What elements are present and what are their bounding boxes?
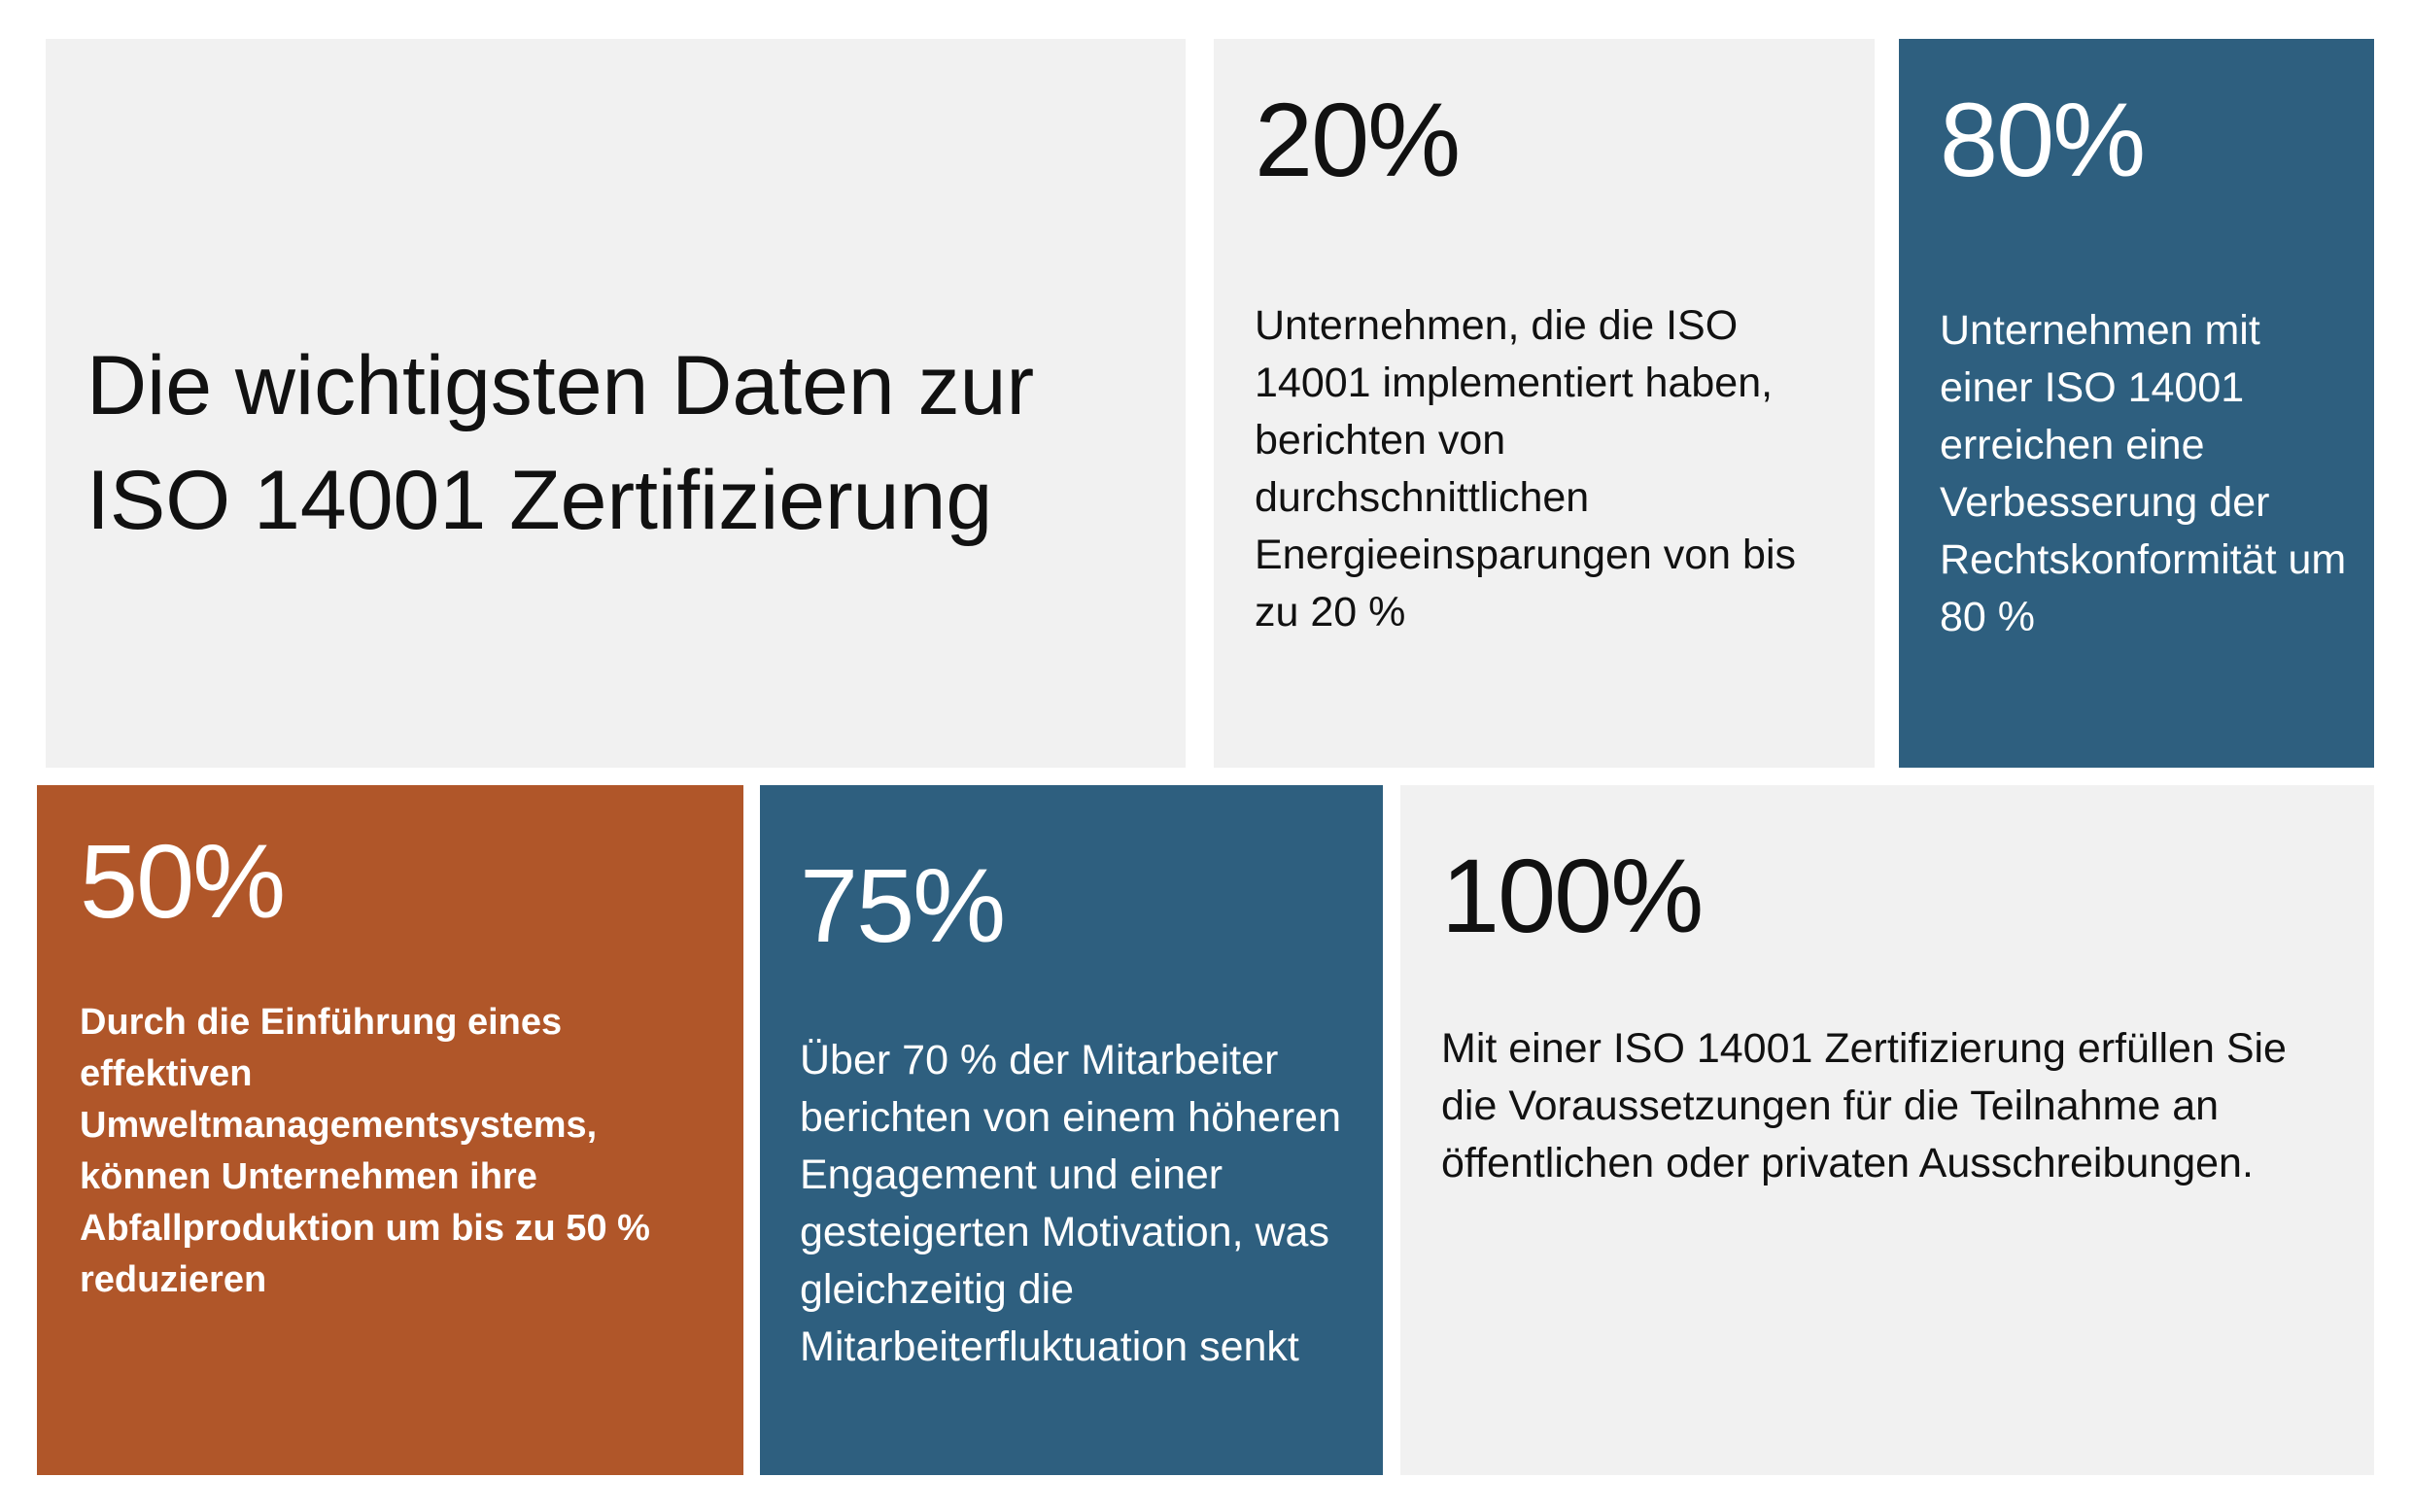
stat-description: Unternehmen mit einer ISO 14001 erreiche… bbox=[1940, 307, 2347, 640]
stat-description: Mit einer ISO 14001 Zertifizierung erfül… bbox=[1441, 1025, 2287, 1186]
stat-tile-100: 100% Mit einer ISO 14001 Zertifizierung … bbox=[1400, 785, 2374, 1475]
stat-tile-75: 75% Über 70 % der Mitarbeiter berichten … bbox=[760, 785, 1383, 1475]
page-title-line-2: ISO 14001 Zertifizierung bbox=[86, 454, 993, 547]
stat-value: 50% bbox=[80, 822, 286, 940]
page-title: Die wichtigsten Daten zur ISO 14001 Zert… bbox=[86, 328, 1165, 558]
stat-value: 100% bbox=[1441, 837, 1704, 954]
stat-description: Durch die Einführung eines effektiven Um… bbox=[80, 1002, 650, 1300]
stat-tile-50: 50% Durch die Einführung eines effektive… bbox=[37, 785, 743, 1475]
title-tile: Die wichtigsten Daten zur ISO 14001 Zert… bbox=[46, 39, 1186, 768]
stat-description: Über 70 % der Mitarbeiter berichten von … bbox=[800, 1037, 1341, 1370]
stat-tile-20: 20% Unternehmen, die die ISO 14001 imple… bbox=[1214, 39, 1875, 768]
stat-value: 20% bbox=[1255, 81, 1461, 198]
stat-tile-80: 80% Unternehmen mit einer ISO 14001 erre… bbox=[1899, 39, 2374, 768]
page-title-line-1: Die wichtigsten Daten zur bbox=[86, 339, 1035, 432]
stat-description: Unternehmen, die die ISO 14001 implement… bbox=[1255, 302, 1797, 636]
stat-value: 80% bbox=[1940, 81, 2146, 198]
stat-value: 75% bbox=[800, 846, 1006, 964]
